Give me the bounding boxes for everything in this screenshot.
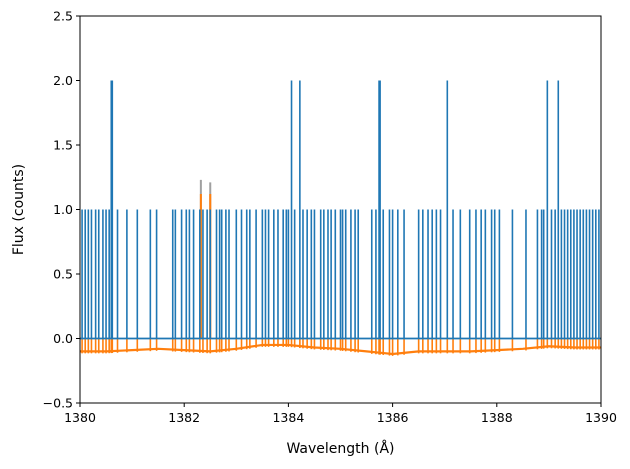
x-axis: 1380 1382 1384 1386 1388 1390 — [64, 403, 617, 425]
y-tick-label-3: 1.0 — [53, 202, 73, 217]
x-tick-label-4: 1388 — [481, 410, 513, 425]
y-tick-label-1: 0.0 — [53, 331, 73, 346]
y-tick-label-0: −0.5 — [43, 396, 73, 411]
x-tick-label-3: 1386 — [377, 410, 409, 425]
x-tick-label-5: 1390 — [585, 410, 617, 425]
y-axis-label: Flux (counts) — [11, 164, 27, 255]
x-axis-label: Wavelength (Å) — [286, 440, 394, 457]
y-tick-label-2: 0.5 — [53, 267, 73, 282]
x-tick-label-0: 1380 — [64, 410, 96, 425]
y-axis: −0.5 0.0 0.5 1.0 1.5 2.0 2.5 — [43, 9, 80, 411]
x-tick-label-1: 1382 — [168, 410, 200, 425]
x-tick-label-2: 1384 — [272, 410, 304, 425]
y-tick-label-4: 1.5 — [53, 138, 73, 153]
y-tick-label-5: 2.0 — [53, 73, 73, 88]
plot-area — [80, 80, 601, 356]
y-tick-label-6: 2.5 — [53, 9, 73, 24]
